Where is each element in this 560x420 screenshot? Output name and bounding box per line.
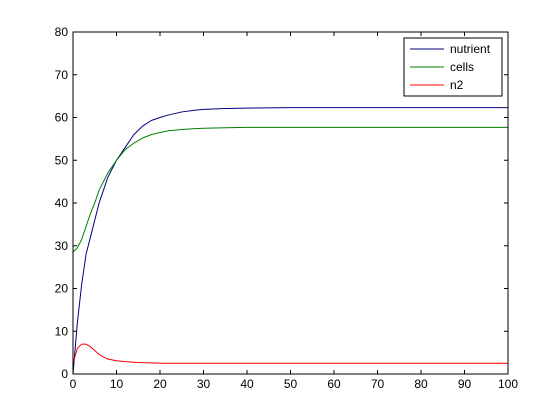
y-tick-label: 10 — [55, 324, 69, 338]
x-tick-label: 100 — [498, 377, 518, 391]
y-tick-label: 60 — [55, 111, 69, 125]
x-tick-label: 70 — [371, 377, 385, 391]
y-tick-label: 0 — [61, 367, 68, 381]
series-line-nutrient — [72, 107, 508, 375]
x-tick-label: 30 — [197, 377, 211, 391]
x-tick-label: 80 — [414, 377, 428, 391]
series-layer — [72, 107, 508, 375]
axes-frame — [72, 31, 509, 375]
x-tick-label: 40 — [240, 377, 254, 391]
y-tick-label: 70 — [55, 68, 69, 82]
y-tick-label: 30 — [55, 239, 69, 253]
y-tick-label: 50 — [55, 153, 69, 167]
legend-label-cells: cells — [450, 60, 474, 74]
series-line-cells — [72, 126, 508, 253]
legend-label-n2: n2 — [450, 78, 464, 92]
tick-layer: 0 10 20 30 40 50 60 70 80 90 100 0 10 20 30 40 50 60 70 80 — [55, 25, 519, 391]
legend-box — [403, 37, 503, 97]
x-tick-label: 20 — [153, 377, 167, 391]
x-tick-label: 90 — [458, 377, 472, 391]
x-tick-label: 10 — [110, 377, 124, 391]
y-tick-label: 80 — [55, 25, 69, 39]
y-tick-label: 40 — [55, 196, 69, 210]
series-line-n2 — [72, 343, 508, 364]
x-tick-label: 0 — [70, 377, 77, 391]
x-tick-label: 60 — [327, 377, 341, 391]
legend: nutrient cells n2 — [403, 37, 503, 97]
x-tick-label: 50 — [284, 377, 298, 391]
y-tick-label: 20 — [55, 282, 69, 296]
legend-label-nutrient: nutrient — [450, 42, 491, 56]
